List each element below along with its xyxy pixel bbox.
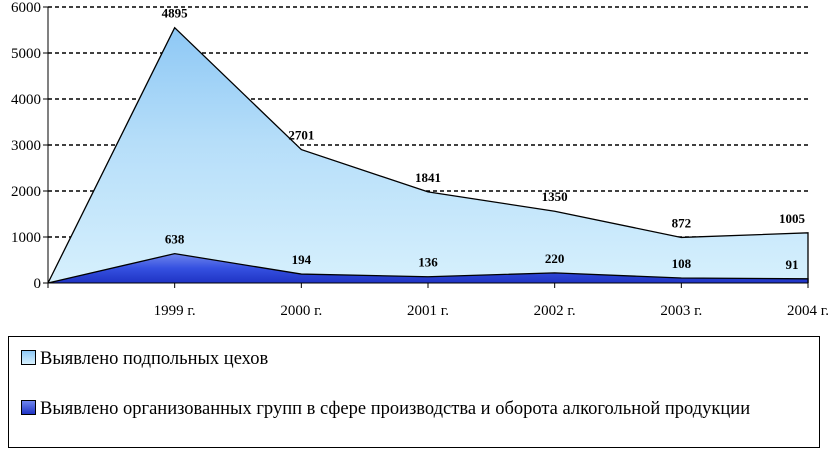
- area-series-1: [48, 27, 808, 284]
- y-tick-label: 2000: [11, 184, 41, 200]
- x-tick-label: 2002 г.: [534, 303, 576, 319]
- data-label: 91: [786, 257, 799, 272]
- legend-swatch-light: [21, 350, 36, 365]
- legend-item-workshops: Выявлено подпольных цехов: [21, 347, 268, 371]
- data-label: 136: [418, 255, 438, 270]
- y-tick-label: 0: [34, 276, 42, 292]
- data-label: 194: [292, 252, 312, 267]
- data-label: 1005: [779, 211, 806, 226]
- legend: Выявлено подпольных цехов Выявлено орган…: [8, 336, 820, 448]
- area-outline-2: [47, 252, 809, 284]
- data-label: 220: [545, 251, 565, 266]
- y-tick-label: 1000: [11, 230, 41, 246]
- data-label: 108: [672, 256, 692, 271]
- x-tick-label: 2001 г.: [407, 303, 449, 319]
- y-tick-label: 3000: [11, 138, 41, 154]
- legend-label-groups: Выявлено организованных групп в сфере пр…: [40, 399, 751, 419]
- x-tick-label: 2003 г.: [660, 303, 702, 319]
- legend-item-groups: Выявлено организованных групп в сфере пр…: [21, 397, 811, 421]
- area-chart: 0 1000 2000 3000 4000 5000 6000 1999 г. 2000 г.…: [11, 0, 829, 319]
- y-tick-label: 5000: [11, 46, 41, 62]
- data-labels: 4895 2701 1841 1350 872 1005 638 194 136 220 108 91: [162, 6, 806, 272]
- x-tick-label: 1999 г.: [154, 303, 196, 319]
- y-tick-label: 4000: [11, 92, 41, 108]
- x-tick-labels: 1999 г. 2000 г. 2001 г. 2002 г. 2003 г. 2004 …: [154, 303, 829, 319]
- data-label: 4895: [162, 6, 189, 21]
- x-tick-label: 2000 г.: [280, 303, 322, 319]
- data-label: 1350: [542, 189, 568, 204]
- areas: [47, 26, 809, 284]
- legend-swatch-dark: [21, 400, 36, 415]
- legend-label-workshops: Выявлено подпольных цехов: [40, 349, 269, 369]
- data-label: 638: [165, 232, 185, 247]
- area-outline-1: [47, 26, 809, 284]
- axes: [43, 6, 809, 288]
- x-tick-label: 2004 г.: [787, 303, 829, 319]
- data-label: 2701: [288, 128, 314, 143]
- data-label: 872: [672, 215, 692, 230]
- y-tick-labels: 0 1000 2000 3000 4000 5000 6000: [11, 0, 41, 292]
- data-label: 1841: [415, 170, 441, 185]
- y-tick-label: 6000: [11, 0, 41, 16]
